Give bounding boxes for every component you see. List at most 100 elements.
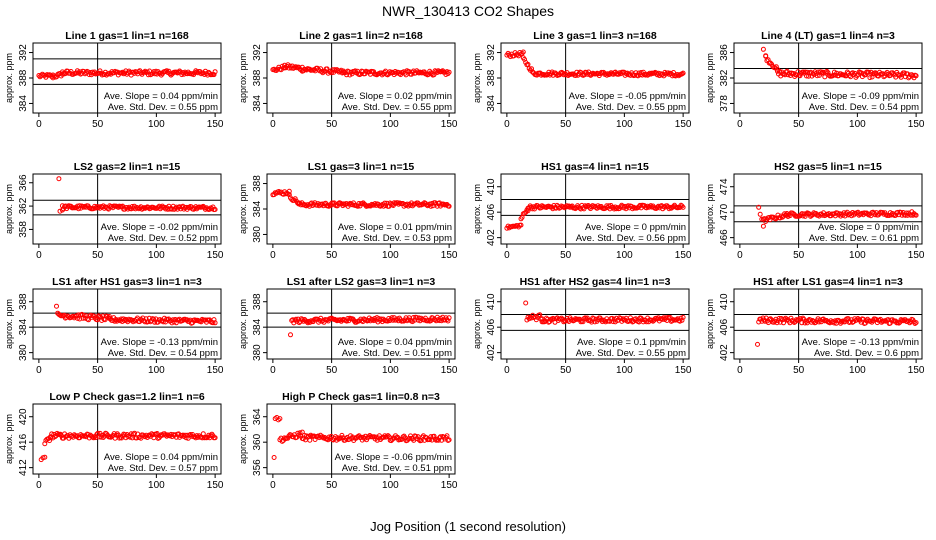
stats-annotation: Ave. Slope = -0.09 ppm/min — [802, 91, 919, 102]
panel-title: LS1 after HS1 gas=3 lin=1 n=3 — [52, 276, 202, 288]
data-point — [441, 201, 447, 207]
x-tick-label: 0 — [737, 119, 743, 130]
stats-annotation: Ave. Slope = 0.04 ppm/min — [104, 452, 218, 463]
y-tick-label: 384 — [18, 95, 29, 112]
data-point — [39, 71, 45, 77]
data-point — [212, 69, 218, 75]
data-points — [288, 314, 452, 338]
x-tick-label: 0 — [737, 250, 743, 261]
data-point — [757, 211, 763, 217]
data-point — [525, 208, 531, 214]
data-point — [520, 49, 526, 55]
data-point — [768, 316, 773, 322]
data-points — [504, 49, 686, 79]
x-tick-label: 100 — [382, 119, 399, 130]
data-point — [782, 72, 788, 78]
data-point — [290, 317, 296, 323]
y-axis-label: approx. ppm — [705, 299, 715, 349]
x-tick-label: 150 — [908, 119, 925, 130]
panel-title: LS1 gas=3 lin=1 n=15 — [308, 161, 415, 173]
data-point — [390, 317, 396, 323]
x-tick-label: 150 — [675, 119, 692, 130]
data-point — [779, 214, 785, 220]
data-point — [679, 317, 685, 323]
data-point — [384, 434, 390, 440]
x-tick-label: 100 — [382, 365, 399, 376]
panel-14: High P Check gas=1 lin=0.8 n=3 0 50 100 150 3… — [238, 391, 458, 491]
data-point — [446, 437, 452, 443]
y-axis-label: approx. ppm — [238, 184, 248, 234]
data-point — [773, 64, 779, 70]
stats-annotation: Ave. Slope = -0.05 ppm/min — [569, 91, 686, 102]
y-axis: 378 382 386 approx. ppm — [705, 44, 734, 112]
data-point — [54, 303, 59, 309]
panel-8: HS2 gas=5 lin=1 n=15 0 50 100 150 466 470 474 ap… — [705, 161, 925, 261]
data-point — [557, 316, 563, 322]
data-point — [537, 312, 543, 318]
data-point — [844, 69, 850, 75]
data-point — [416, 437, 422, 443]
data-point — [212, 435, 218, 441]
data-points — [56, 176, 218, 214]
y-tick-label: 466 — [719, 229, 730, 246]
data-point — [613, 206, 619, 212]
x-tick-label: 150 — [441, 365, 458, 376]
data-point — [389, 315, 395, 321]
y-tick-label: 406 — [486, 203, 497, 220]
stats-annotation: Ave. Slope = -0.02 ppm/min — [101, 222, 218, 233]
data-point — [125, 434, 131, 440]
data-point — [679, 71, 685, 77]
data-point — [778, 213, 784, 219]
data-point — [391, 435, 397, 441]
data-point — [774, 215, 780, 221]
x-tick-label: 0 — [36, 480, 42, 491]
y-axis-label: approx. ppm — [472, 53, 482, 103]
data-points — [270, 62, 452, 78]
figure-title: NWR_130413 CO2 Shapes — [382, 3, 554, 19]
y-axis: 402 406 410 approx. ppm — [705, 293, 734, 361]
y-tick-label: 362 — [18, 197, 29, 214]
reference-lines — [501, 289, 689, 359]
y-tick-label: 392 — [18, 44, 29, 61]
stats-annotation: Ave. Slope = 0.04 ppm/min — [338, 337, 452, 348]
x-tick-label: 50 — [560, 365, 572, 376]
y-axis-label: approx. ppm — [4, 184, 14, 234]
stats-annotation: Ave. Slope = 0.01 ppm/min — [338, 222, 452, 233]
y-tick-label: 388 — [252, 293, 263, 310]
data-point — [211, 72, 217, 78]
data-point — [794, 72, 800, 78]
y-tick-label: 474 — [719, 178, 730, 195]
x-tick-label: 100 — [382, 250, 399, 261]
stats-annotation: Ave. Std. Dev. = 0.61 ppm — [809, 233, 919, 244]
y-tick-label: 420 — [18, 408, 29, 425]
data-point — [866, 69, 872, 75]
data-point — [359, 201, 365, 207]
data-point — [913, 73, 919, 79]
stats-annotation: Ave. Std. Dev. = 0.54 ppm — [108, 348, 218, 359]
x-axis: 0 50 100 150 — [36, 243, 224, 261]
data-point — [210, 320, 216, 326]
data-point — [543, 315, 549, 321]
data-point — [382, 200, 388, 206]
stats-annotation: Ave. Std. Dev. = 0.53 ppm — [342, 233, 452, 244]
data-point — [632, 72, 638, 78]
x-tick-label: 150 — [675, 365, 692, 376]
data-point — [592, 319, 598, 325]
y-axis: 384 388 392 approx. ppm — [4, 44, 33, 112]
data-point — [383, 203, 389, 209]
y-tick-label: 388 — [486, 69, 497, 86]
y-tick-label: 392 — [252, 44, 263, 61]
data-point — [411, 315, 416, 320]
data-point — [42, 454, 48, 460]
y-axis: 402 406 410 approx. ppm — [472, 178, 501, 246]
data-point — [444, 433, 450, 439]
data-point — [446, 203, 452, 209]
data-points — [760, 46, 919, 81]
data-point — [867, 75, 873, 81]
x-tick-label: 150 — [207, 250, 224, 261]
x-tick-label: 100 — [148, 119, 165, 130]
x-tick-label: 100 — [616, 119, 633, 130]
